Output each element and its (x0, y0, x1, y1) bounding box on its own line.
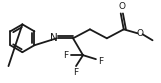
Text: O: O (118, 2, 125, 11)
Text: F: F (98, 57, 103, 66)
Text: O: O (136, 29, 143, 38)
Text: F: F (73, 68, 79, 77)
Text: F: F (63, 51, 68, 60)
Text: N: N (50, 33, 58, 43)
